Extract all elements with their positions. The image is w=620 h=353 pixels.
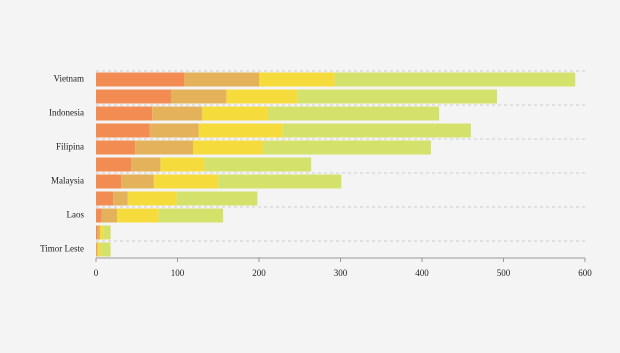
bar-segment (149, 123, 199, 138)
bar-segment (97, 242, 101, 257)
bar-segment (198, 123, 283, 138)
bar-segment (160, 157, 205, 172)
bar-segment (100, 242, 111, 257)
bar-segment (96, 242, 98, 257)
bar-segment (184, 72, 259, 87)
bar-segment (131, 157, 161, 172)
y-tick-label: Timor Leste (40, 244, 84, 254)
x-tick-label: 200 (252, 268, 266, 278)
y-tick-label: Indonesia (49, 108, 84, 118)
bar-segment (96, 225, 98, 240)
bar-segment (96, 157, 132, 172)
bar-segment (267, 106, 440, 121)
bar-segment (96, 140, 136, 155)
bar-segment (117, 208, 159, 223)
bar-segment (127, 191, 177, 206)
bar-segment (218, 174, 342, 189)
bar-segment (170, 89, 227, 104)
bar-segment (113, 191, 128, 206)
x-tick-label: 300 (334, 268, 348, 278)
bar-segment (101, 208, 118, 223)
y-tick-label: Laos (67, 210, 85, 220)
bar-segment (100, 225, 104, 240)
bar-segment (96, 242, 97, 257)
bar-segment (96, 89, 171, 104)
bar-segment (263, 140, 431, 155)
x-tick-label: 600 (578, 268, 592, 278)
bar-segment (192, 140, 264, 155)
bar-segment (96, 191, 114, 206)
bar-segment (135, 140, 193, 155)
x-tick-label: 500 (497, 268, 511, 278)
bar-segment (334, 72, 576, 87)
bar-segment (96, 208, 102, 223)
bar-segment (158, 208, 224, 223)
bar-segment (282, 123, 471, 138)
bar-segment (97, 225, 101, 240)
y-tick-label: Malaysia (51, 176, 84, 186)
bar-segment (204, 157, 312, 172)
bar-segment (96, 72, 185, 87)
bar-segment (201, 106, 268, 121)
y-tick-label: Vietnam (54, 74, 84, 84)
bar-segment (297, 89, 497, 104)
x-tick-label: 0 (94, 268, 99, 278)
bar-segment (176, 191, 258, 206)
bar-segment (259, 72, 335, 87)
bar-segment (96, 174, 122, 189)
x-tick-label: 400 (415, 268, 429, 278)
bar-segment (153, 174, 219, 189)
x-tick-label: 100 (171, 268, 185, 278)
y-tick-label: Filipina (56, 142, 84, 152)
bar-segment (226, 89, 298, 104)
bar-segment (121, 174, 154, 189)
bar-segment (96, 123, 150, 138)
bar-segment (103, 225, 111, 240)
bar-segment (96, 106, 153, 121)
bar-segment (152, 106, 202, 121)
